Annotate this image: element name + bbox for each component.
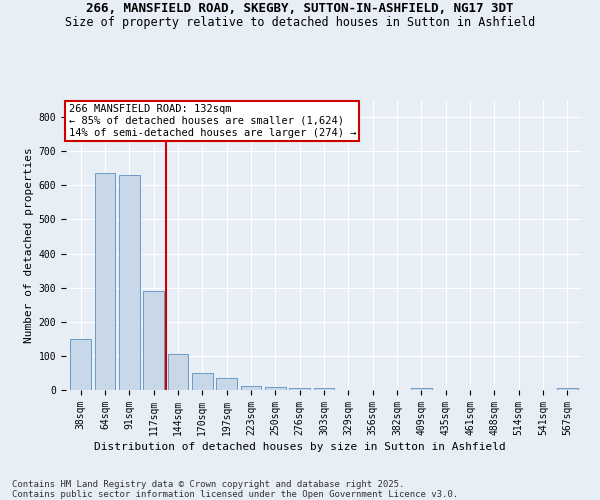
Bar [167,354,188,390]
Bar [70,339,91,390]
Bar [216,378,237,390]
Bar [411,388,432,390]
Bar [95,174,115,390]
Text: 266, MANSFIELD ROAD, SKEGBY, SUTTON-IN-ASHFIELD, NG17 3DT: 266, MANSFIELD ROAD, SKEGBY, SUTTON-IN-A… [86,2,514,16]
Bar [289,388,310,390]
Bar [557,388,578,390]
Y-axis label: Number of detached properties: Number of detached properties [25,147,34,343]
Text: Size of property relative to detached houses in Sutton in Ashfield: Size of property relative to detached ho… [65,16,535,29]
Bar [265,386,286,390]
Bar [192,373,212,390]
Text: Contains HM Land Registry data © Crown copyright and database right 2025.
Contai: Contains HM Land Registry data © Crown c… [12,480,458,499]
Bar [119,175,140,390]
Text: 266 MANSFIELD ROAD: 132sqm
← 85% of detached houses are smaller (1,624)
14% of s: 266 MANSFIELD ROAD: 132sqm ← 85% of deta… [68,104,356,138]
Bar [314,388,334,390]
Bar [143,291,164,390]
Text: Distribution of detached houses by size in Sutton in Ashfield: Distribution of detached houses by size … [94,442,506,452]
Bar [241,386,262,390]
